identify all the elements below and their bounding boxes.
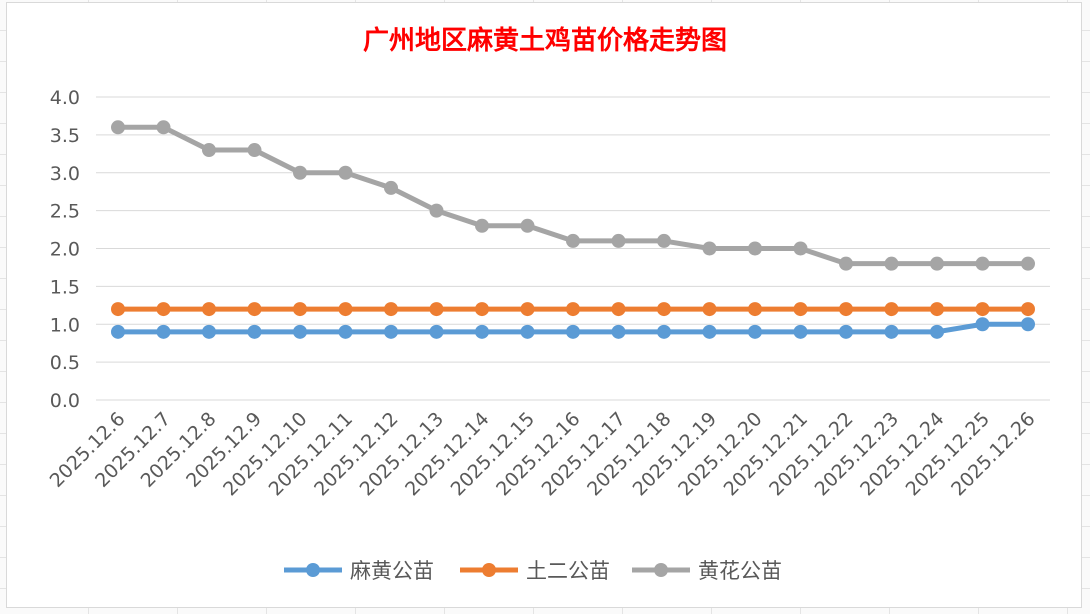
data-point bbox=[202, 143, 216, 158]
data-point bbox=[338, 302, 353, 317]
legend-swatch-marker bbox=[306, 563, 320, 577]
data-point bbox=[520, 324, 535, 339]
data-point bbox=[111, 120, 125, 135]
data-point bbox=[429, 324, 444, 339]
y-tick-label: 3.0 bbox=[50, 163, 80, 185]
series-2 bbox=[111, 302, 1035, 317]
data-point bbox=[1021, 317, 1035, 332]
data-point bbox=[611, 302, 626, 317]
data-point bbox=[247, 302, 262, 317]
legend: 麻黄公苗 土二公苗 黄花公苗 bbox=[284, 559, 782, 583]
series-layer bbox=[111, 120, 1035, 339]
legend-label: 麻黄公苗 bbox=[350, 559, 434, 583]
data-point bbox=[520, 218, 535, 233]
data-point bbox=[839, 324, 853, 339]
data-point bbox=[384, 180, 398, 195]
data-point bbox=[748, 324, 762, 339]
data-point bbox=[475, 324, 489, 339]
data-point bbox=[520, 302, 535, 317]
legend-label: 土二公苗 bbox=[526, 559, 610, 583]
data-point bbox=[611, 324, 626, 339]
data-point bbox=[793, 302, 808, 317]
data-point bbox=[702, 241, 717, 256]
data-point bbox=[657, 324, 671, 339]
data-point bbox=[247, 143, 262, 158]
data-point bbox=[338, 165, 353, 180]
series-1 bbox=[111, 317, 1035, 339]
data-point bbox=[884, 324, 899, 339]
data-point bbox=[611, 233, 626, 248]
y-axis-ticks: 0.0 0.5 1.0 1.5 2.0 2.5 3.0 3.5 4.0 bbox=[50, 87, 80, 412]
data-point bbox=[293, 324, 307, 339]
y-tick-label: 0.5 bbox=[50, 352, 80, 374]
data-point bbox=[156, 302, 171, 317]
data-point bbox=[839, 302, 853, 317]
data-point bbox=[1021, 302, 1035, 317]
data-point bbox=[839, 256, 853, 271]
data-point bbox=[293, 165, 307, 180]
data-point bbox=[429, 203, 444, 218]
data-point bbox=[748, 302, 762, 317]
data-point bbox=[975, 256, 990, 271]
data-point bbox=[202, 324, 216, 339]
data-point bbox=[884, 256, 899, 271]
chart-frame[interactable] bbox=[6, 2, 1082, 608]
data-point bbox=[202, 302, 216, 317]
y-tick-label: 2.5 bbox=[50, 201, 80, 223]
data-point bbox=[930, 256, 944, 271]
data-point bbox=[566, 324, 580, 339]
y-tick-label: 2.0 bbox=[50, 239, 80, 261]
data-point bbox=[156, 324, 171, 339]
data-point bbox=[657, 302, 671, 317]
data-point bbox=[930, 324, 944, 339]
series-3 bbox=[111, 120, 1035, 271]
legend-item[interactable]: 麻黄公苗 bbox=[284, 559, 434, 583]
data-point bbox=[1021, 256, 1035, 271]
data-point bbox=[566, 302, 580, 317]
data-point bbox=[702, 302, 717, 317]
data-point bbox=[884, 302, 899, 317]
legend-label: 黄花公苗 bbox=[698, 559, 782, 583]
data-point bbox=[429, 302, 444, 317]
y-tick-label: 4.0 bbox=[50, 87, 80, 109]
y-tick-label: 1.0 bbox=[50, 314, 80, 336]
data-point bbox=[475, 302, 489, 317]
data-point bbox=[702, 324, 717, 339]
legend-swatch-marker bbox=[654, 563, 668, 577]
data-point bbox=[247, 324, 262, 339]
data-point bbox=[657, 233, 671, 248]
legend-swatch-marker bbox=[482, 563, 496, 577]
data-point bbox=[793, 241, 808, 256]
data-point bbox=[748, 241, 762, 256]
data-point bbox=[338, 324, 353, 339]
x-axis-ticks: 2025.12.62025.12.72025.12.82025.12.92025… bbox=[46, 408, 1040, 500]
data-point bbox=[111, 302, 125, 317]
y-tick-label: 1.5 bbox=[50, 276, 80, 298]
gridlines bbox=[96, 96, 1050, 401]
data-point bbox=[475, 218, 489, 233]
legend-item[interactable]: 黄花公苗 bbox=[632, 559, 782, 583]
data-point bbox=[793, 324, 808, 339]
data-point bbox=[156, 120, 171, 135]
data-point bbox=[975, 317, 990, 332]
y-tick-label: 0.0 bbox=[50, 390, 80, 412]
data-point bbox=[566, 233, 580, 248]
y-tick-label: 3.5 bbox=[50, 125, 80, 147]
data-point bbox=[384, 324, 398, 339]
legend-item[interactable]: 土二公苗 bbox=[460, 559, 610, 583]
data-point bbox=[111, 324, 125, 339]
data-point bbox=[384, 302, 398, 317]
data-point bbox=[293, 302, 307, 317]
chart-title: 广州地区麻黄土鸡苗价格走势图 bbox=[363, 25, 727, 56]
data-point bbox=[975, 302, 990, 317]
data-point bbox=[930, 302, 944, 317]
